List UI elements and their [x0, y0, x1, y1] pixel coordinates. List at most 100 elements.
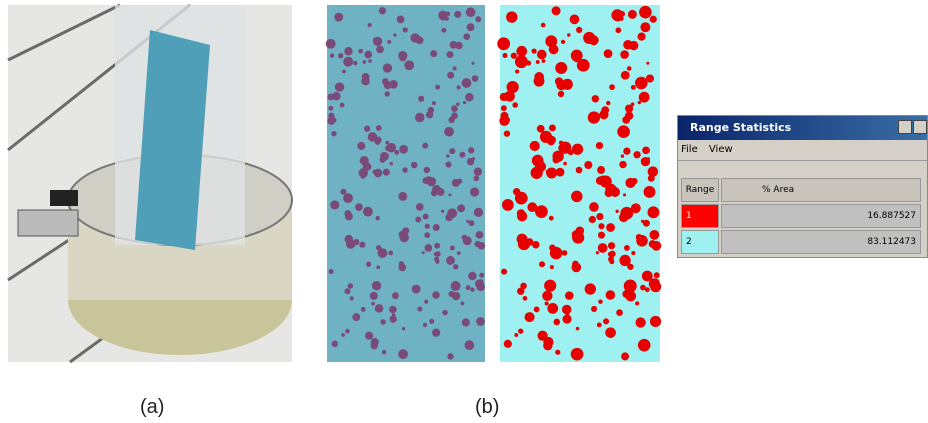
range-cell: 1 — [681, 204, 719, 228]
pore — [342, 70, 346, 74]
pore-segment — [616, 309, 623, 316]
pore-segment — [541, 23, 546, 28]
pore-segment — [543, 341, 552, 350]
pore-segment — [650, 316, 661, 327]
pore — [343, 57, 353, 67]
pore-segment — [555, 77, 563, 85]
menu-item[interactable]: View — [709, 144, 733, 155]
pore-segment — [552, 151, 563, 162]
pore-segment — [619, 161, 626, 168]
pore-segment — [515, 55, 528, 68]
pore-segment — [549, 45, 559, 55]
pore — [370, 292, 378, 300]
pore — [375, 304, 383, 312]
pore — [470, 288, 474, 292]
pore — [451, 105, 458, 112]
pore-segment — [606, 223, 615, 232]
pore-segment — [644, 186, 656, 198]
minimize-button[interactable] — [898, 120, 912, 134]
pore-segment — [549, 125, 556, 132]
pore-segment — [542, 291, 552, 301]
pore — [388, 250, 393, 255]
pore — [390, 315, 397, 322]
pore — [448, 193, 451, 196]
pore — [453, 264, 458, 269]
pore — [412, 285, 421, 294]
pore — [459, 152, 465, 158]
pore — [332, 92, 340, 100]
pore — [467, 158, 474, 165]
valve — [18, 210, 78, 236]
pore-segment — [552, 6, 561, 15]
pore — [403, 27, 408, 32]
pore — [359, 242, 365, 248]
pore — [382, 350, 387, 355]
pore — [335, 82, 344, 91]
pore — [475, 16, 481, 22]
pore-segment — [562, 315, 571, 324]
pore — [430, 50, 437, 57]
pore-segment — [638, 339, 651, 352]
pore-segment — [642, 271, 653, 282]
pore — [453, 66, 457, 70]
pore — [393, 33, 396, 36]
pore — [387, 40, 391, 44]
pore — [350, 296, 354, 300]
pore-segment — [511, 53, 517, 59]
pore-segment — [534, 306, 540, 312]
pore — [368, 59, 372, 63]
pore — [371, 302, 375, 306]
pore-segment — [501, 105, 507, 111]
pore-segment — [549, 216, 554, 221]
pore-segment — [636, 234, 643, 241]
pore-segment — [547, 303, 558, 314]
pore — [372, 281, 381, 290]
pore-segment — [646, 62, 649, 65]
pore — [422, 251, 425, 254]
pore-segment — [635, 77, 648, 90]
pore — [382, 78, 389, 85]
pore — [375, 216, 379, 220]
pore-segment — [623, 147, 630, 154]
pore-segment — [591, 306, 597, 312]
pore-segment — [546, 37, 553, 44]
pore — [378, 248, 388, 258]
pore — [326, 39, 336, 49]
pore-segment — [512, 102, 518, 108]
pore-segment — [622, 116, 630, 124]
pore-segment — [497, 37, 510, 50]
pore-segment — [603, 318, 609, 324]
pore — [465, 93, 473, 101]
pore-segment — [516, 46, 527, 57]
pore-segment — [568, 150, 574, 156]
pore-segment — [531, 49, 536, 54]
pore — [433, 224, 440, 231]
pore-segment — [537, 125, 545, 133]
pore — [394, 150, 399, 155]
pore-segment — [645, 287, 650, 292]
pore — [389, 306, 397, 314]
figure: (a) (b) Range Statistics File View Range… — [0, 0, 928, 423]
maximize-button[interactable] — [913, 120, 927, 134]
pore-segment — [585, 283, 596, 294]
pore-segment — [609, 84, 615, 90]
pore-segment — [535, 205, 548, 218]
pore — [371, 342, 378, 349]
pore — [474, 241, 480, 247]
pore — [457, 251, 461, 255]
pore-segment — [503, 53, 508, 58]
pore-segment — [525, 312, 535, 322]
pore — [383, 169, 390, 176]
pore-segment — [583, 32, 595, 44]
pore — [476, 231, 484, 239]
pore — [363, 207, 373, 217]
pore-segment — [611, 9, 623, 21]
menu-item[interactable]: File — [681, 144, 698, 155]
pore-segment — [596, 176, 605, 185]
pore-segment — [596, 142, 603, 149]
pore-segment — [562, 250, 568, 256]
pore-segment — [608, 242, 615, 249]
pore — [469, 220, 475, 226]
pore — [432, 101, 436, 105]
pore — [399, 145, 408, 154]
